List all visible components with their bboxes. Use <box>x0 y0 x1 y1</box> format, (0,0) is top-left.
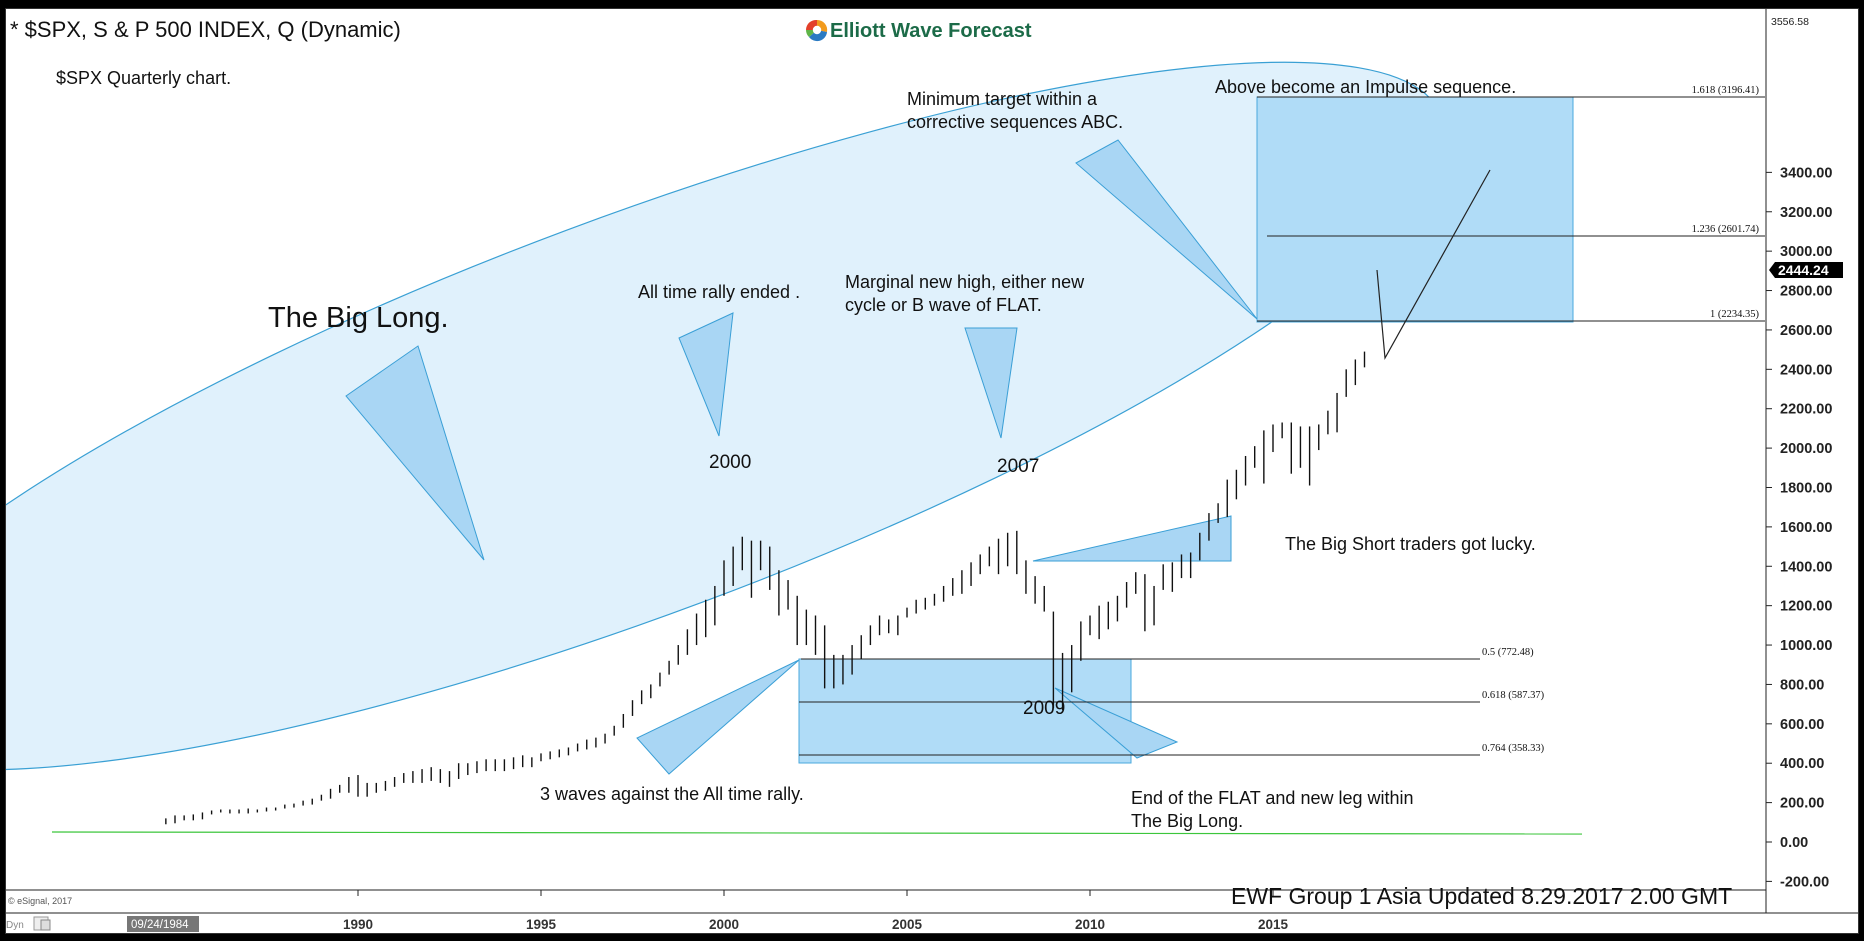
zero-baseline <box>51 831 1583 835</box>
date-box <box>127 916 199 932</box>
chart-window: 1.618 (3196.41) 1.236 (2601.74) 1 (2234.… <box>5 8 1859 934</box>
spx-quarterly-chart: 1.618 (3196.41) 1.236 (2601.74) 1 (2234.… <box>5 8 1859 934</box>
flat-end-callout <box>1054 687 1179 759</box>
impulse-label: Above become an Impulse sequence. <box>1215 77 1517 97</box>
copyright-label: © eSignal, 2017 <box>8 896 73 906</box>
marginal-high-label: Marginal new high, either new cycle or B… <box>845 272 1085 315</box>
fib-1236-label: 1.236 (2601.74) <box>1692 224 1760 235</box>
plot-border <box>5 8 1859 934</box>
x-tick-label: 2010 <box>1075 917 1105 932</box>
rally-ended-callout <box>678 312 734 437</box>
label-2000: 2000 <box>709 452 752 473</box>
dyn-box-2[interactable] <box>40 919 51 931</box>
big-long-label: The Big Long. <box>268 302 449 334</box>
y-tick-label: 3200.00 <box>1780 205 1832 221</box>
big-long-callout <box>345 345 485 561</box>
chart-subtitle: $SPX Quarterly chart. <box>56 68 232 88</box>
last-price-tag <box>1769 262 1843 278</box>
y-tick-label: 800.00 <box>1780 677 1824 693</box>
y-tick-label: 2000.00 <box>1780 441 1832 457</box>
three-waves-callout <box>636 659 800 775</box>
y-tick-label: 3400.00 <box>1780 165 1832 181</box>
y-tick-label: 2200.00 <box>1780 402 1832 418</box>
y-tick-label: 1000.00 <box>1780 638 1832 654</box>
y-tick-label: 400.00 <box>1780 756 1824 772</box>
label-2009: 2009 <box>1023 698 1066 719</box>
x-tick-label: 2000 <box>709 917 739 932</box>
y-tick-label: 3000.00 <box>1780 244 1832 260</box>
y-tick-label: -200.00 <box>1780 874 1829 890</box>
all-time-rally-label: All time rally ended . <box>638 282 801 302</box>
three-waves-label: 3 waves against the All time rally. <box>540 784 804 804</box>
min-target-callout <box>1075 139 1258 320</box>
big-short-label: The Big Short traders got lucky. <box>1285 534 1536 554</box>
y-tick-label: 2800.00 <box>1780 284 1832 300</box>
fib-0618-label: 0.618 (587.37) <box>1482 690 1545 701</box>
y-tick-label: 1600.00 <box>1780 520 1832 536</box>
chart-title: * $SPX, S & P 500 INDEX, Q (Dynamic) <box>10 17 401 42</box>
last-price-label: 2444.24 <box>1778 262 1829 278</box>
big-short-callout <box>1032 515 1232 562</box>
logo-text: Elliott Wave Forecast <box>830 20 1032 42</box>
impulse-target-zone <box>1256 96 1574 323</box>
y-tick-label: 2600.00 <box>1780 323 1832 339</box>
ewf-logo-icon <box>805 19 828 42</box>
dyn-label: Dyn <box>6 920 24 931</box>
projection-path <box>1376 169 1491 360</box>
label-2007: 2007 <box>997 456 1040 477</box>
fib-05-label: 0.5 (772.48) <box>1482 647 1534 658</box>
end-flat-label: End of the FLAT and new leg within The B… <box>1131 788 1414 831</box>
y-tick-label: 1800.00 <box>1780 480 1832 496</box>
marginal-high-callout <box>964 327 1018 439</box>
x-tick-label: 1995 <box>526 917 557 932</box>
fib-0764-label: 0.764 (358.33) <box>1482 743 1545 754</box>
min-target-label: Minimum target within a corrective seque… <box>907 89 1124 132</box>
price-bars <box>165 351 1366 825</box>
y-tick-label: 0.00 <box>1780 835 1808 851</box>
y-tick-label: 1200.00 <box>1780 599 1832 615</box>
date-box-label: 09/24/1984 <box>131 919 189 931</box>
y-tick-label: 1400.00 <box>1780 559 1832 575</box>
updated-label: EWF Group 1 Asia Updated 8.29.2017 2.00 … <box>1231 883 1733 909</box>
flat-end-zone <box>798 658 1132 764</box>
y-axis-top-label: 3556.58 <box>1771 16 1809 28</box>
fib-1618-label: 1.618 (3196.41) <box>1692 85 1760 96</box>
y-tick-label: 2400.00 <box>1780 362 1832 378</box>
x-tick-label: 1990 <box>343 917 373 932</box>
y-tick-label: 600.00 <box>1780 717 1824 733</box>
y-tick-label: 200.00 <box>1780 796 1824 812</box>
fib-1-label: 1 (2234.35) <box>1710 309 1759 320</box>
x-tick-label: 2005 <box>892 917 923 932</box>
x-tick-label: 2015 <box>1258 917 1289 932</box>
